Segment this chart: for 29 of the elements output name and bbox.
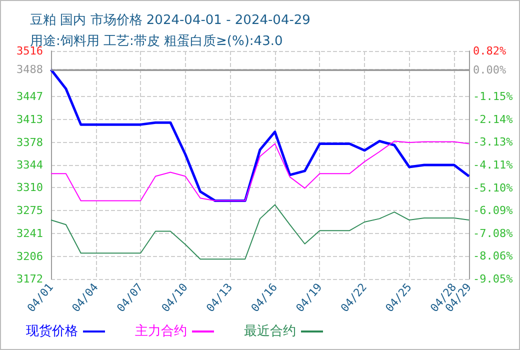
- y2-tick-label: -1.15%: [473, 90, 514, 104]
- y-tick-label: 3172: [16, 272, 43, 286]
- y-tick-label: 3241: [16, 226, 43, 240]
- y2-tick-label: 0.00%: [473, 63, 506, 76]
- y2-tick-label: -9.05%: [473, 272, 514, 286]
- line-series: [50, 140, 470, 202]
- y2-tick-label: -4.11%: [473, 158, 514, 172]
- legend-label: 主力合约: [135, 323, 187, 339]
- y-tick-label: 3413: [16, 112, 43, 126]
- y-tick-label: 3378: [16, 136, 43, 149]
- y-tick-label: 3447: [16, 90, 43, 104]
- chart-title: 豆粕 国内 市场价格 2024-04-01 - 2024-04-29: [30, 13, 310, 28]
- y-tick-label: 3488: [16, 63, 43, 76]
- line-series: [50, 68, 470, 202]
- y-tick-label: 3206: [16, 250, 43, 263]
- y2-tick-label: -3.13%: [473, 136, 514, 149]
- legend-label: 现货价格: [26, 324, 78, 339]
- y2-tick-label: -5.10%: [473, 181, 514, 194]
- legend-label: 最近合约: [244, 324, 296, 339]
- y-tick-label: 3310: [16, 181, 43, 194]
- y-tick-label: 3516: [16, 44, 43, 58]
- y-tick-label: 3275: [16, 204, 43, 218]
- y2-tick-label: 0.82%: [473, 44, 506, 58]
- y2-tick-label: -2.14%: [473, 112, 514, 126]
- y2-tick-label: -8.06%: [473, 250, 514, 263]
- line-series: [50, 204, 470, 260]
- y2-tick-label: -6.09%: [473, 204, 514, 218]
- y2-tick-label: -7.08%: [473, 226, 514, 240]
- y-tick-label: 3344: [16, 158, 44, 172]
